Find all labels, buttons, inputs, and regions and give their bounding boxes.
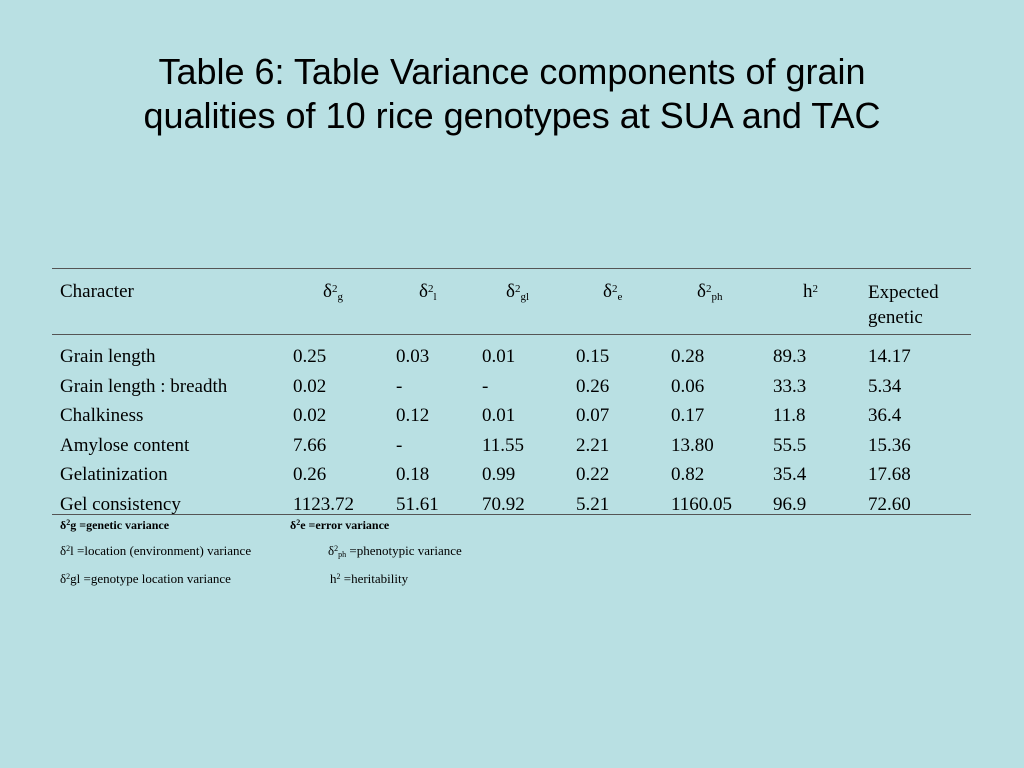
cell-heritability: 11.8: [773, 405, 806, 426]
note-phenotypic-variance: δ2ph =phenotypic variance: [328, 543, 462, 559]
cell-var-l: 0.03: [396, 346, 430, 367]
cell-var-ph: 0.17: [671, 405, 705, 426]
header-var-gl: δ2gl: [506, 281, 530, 303]
cell-character: Gel consistency: [60, 493, 181, 515]
cell-character: Gelatinization: [60, 464, 168, 485]
cell-var-l: -: [396, 434, 403, 456]
note-error-variance: δ2e =error variance: [290, 518, 390, 532]
header-var-ph: δ2ph: [697, 281, 723, 303]
cell-heritability: 33.3: [773, 375, 807, 397]
cell-expected-advance: 15.36: [868, 434, 911, 456]
note-genetic-variance: δ2g =genetic variance: [60, 518, 170, 532]
cell-var-gl: 11.55: [482, 434, 525, 456]
cell-var-g: 0.02: [293, 405, 327, 426]
table-header-rule: [52, 334, 971, 335]
cell-var-ph: 0.82: [671, 464, 705, 485]
cell-var-gl: 0.01: [482, 346, 516, 367]
header-character: Character: [60, 281, 134, 302]
cell-var-e: 2.21: [576, 434, 610, 456]
cell-heritability: 55.5: [773, 434, 807, 456]
cell-character: Amylose content: [60, 434, 190, 456]
slide-title: Table 6: Table Variance components of gr…: [60, 50, 964, 138]
header-heritability: h2: [803, 281, 818, 302]
cell-var-ph: 13.80: [671, 434, 714, 456]
cell-var-e: 5.21: [576, 493, 610, 515]
header-var-l: δ2l: [419, 281, 437, 303]
cell-character: Chalkiness: [60, 405, 144, 426]
header-var-e: δ2e: [603, 281, 623, 303]
cell-var-l: 0.12: [396, 405, 430, 426]
cell-var-ph: 1160.05: [671, 493, 733, 515]
cell-character: Grain length: [60, 346, 156, 367]
cell-var-g: 0.26: [293, 464, 327, 485]
cell-var-l: -: [396, 375, 403, 397]
cell-expected-advance: 72.60: [868, 493, 911, 515]
cell-var-gl: -: [482, 375, 489, 397]
title-line-1: Table 6: Table Variance components of gr…: [158, 51, 866, 92]
cell-var-gl: 70.92: [482, 493, 525, 515]
cell-character: Grain length : breadth: [60, 375, 228, 397]
cell-var-g: 0.25: [293, 346, 327, 367]
header-var-g: δ2g: [323, 281, 343, 303]
cell-expected-advance: 14.17: [868, 346, 911, 367]
note-heritability: h2 =heritability: [330, 571, 409, 586]
cell-heritability: 96.9: [773, 493, 807, 515]
cell-var-gl: 0.01: [482, 405, 516, 426]
cell-heritability: 35.4: [773, 464, 807, 485]
table-top-rule: [52, 268, 971, 269]
cell-var-l: 51.61: [396, 493, 439, 515]
title-line-2: qualities of 10 rice genotypes at SUA an…: [143, 95, 881, 136]
note-genotype-location-variance: δ2gl =genotype location variance: [60, 571, 231, 586]
table-bottom-rule: [52, 514, 971, 515]
cell-var-e: 0.22: [576, 464, 610, 485]
cell-expected-advance: 36.4: [868, 405, 902, 426]
cell-heritability: 89.3: [773, 346, 807, 367]
cell-var-e: 0.26: [576, 375, 610, 397]
cell-var-g: 1123.72: [293, 493, 355, 515]
note-location-variance: δ2l =location (environment) variance: [60, 543, 252, 558]
header-expected-genetic-advance: Expected genetic advance: [868, 282, 939, 328]
cell-var-g: 7.66: [293, 434, 327, 456]
cell-var-l: 0.18: [396, 464, 430, 485]
cell-var-ph: 0.06: [671, 375, 705, 397]
cell-var-gl: 0.99: [482, 464, 516, 485]
cell-expected-advance: 5.34: [868, 375, 902, 397]
cell-var-e: 0.15: [576, 346, 610, 367]
cell-var-ph: 0.28: [671, 346, 705, 367]
cell-var-g: 0.02: [293, 375, 327, 397]
cell-var-e: 0.07: [576, 405, 610, 426]
cell-expected-advance: 17.68: [868, 464, 911, 485]
